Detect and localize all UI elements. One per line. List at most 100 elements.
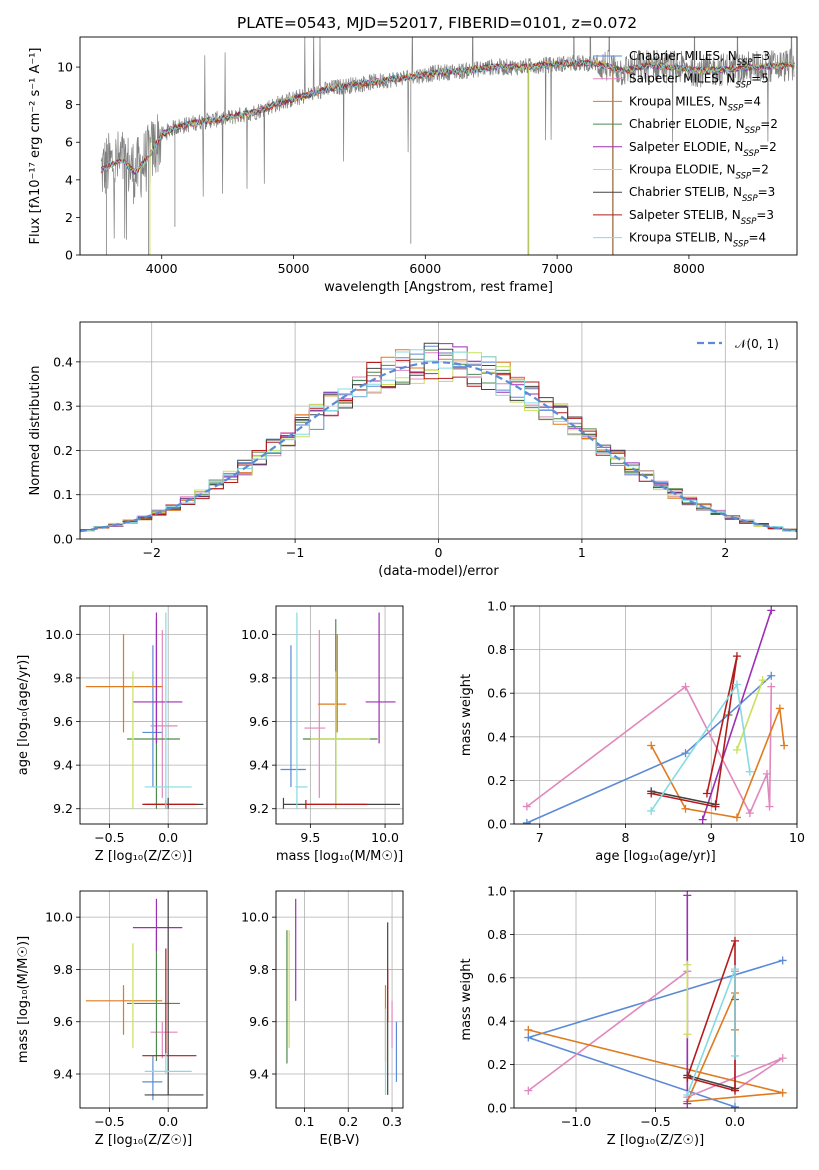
y-tick-label: 0.4 xyxy=(487,729,507,744)
age-vs-z-points xyxy=(85,612,204,809)
x-tick-label: −2 xyxy=(142,545,160,560)
weight-point-kroupa_stelib xyxy=(732,680,741,689)
y-tick-label: 0.1 xyxy=(53,487,73,502)
x-axis-label: Z [log₁₀(Z/Z☉)] xyxy=(95,849,192,864)
weight-point-kroupa_elodie xyxy=(732,745,741,754)
x-axis-label: mass [log₁₀(M/M☉)] xyxy=(276,849,403,864)
weight-point-kroupa_miles xyxy=(775,704,784,713)
x-tick-label: −0.5 xyxy=(640,1114,670,1129)
x-tick-label: 0.0 xyxy=(158,830,178,845)
x-tick-label: 4000 xyxy=(146,261,178,276)
observed-spectrum xyxy=(100,37,795,240)
weight-point-chabrier_miles xyxy=(522,818,531,824)
weight-point-salpeter_stelib xyxy=(683,1073,692,1082)
legend-label: Kroupa ELODIE, NSSP=2 xyxy=(629,163,769,182)
weight-line-kroupa_stelib xyxy=(650,682,751,812)
y-tick-label: 0.4 xyxy=(53,354,73,369)
y-axis-label: Flux [fλ10⁻¹⁷ erg cm⁻² s⁻¹ A⁻¹] xyxy=(28,48,43,245)
model-spectrum-kroupa_stelib xyxy=(100,59,795,174)
x-tick-label: 7 xyxy=(536,830,544,845)
y-tick-label: 9.8 xyxy=(53,670,73,685)
y-tick-label: 6 xyxy=(65,135,73,150)
y-axis-label: mass weight xyxy=(459,674,474,756)
x-tick-label: 10 xyxy=(789,830,805,845)
weight-point-kroupa_miles xyxy=(780,741,789,750)
legend-subscript: SSP xyxy=(737,58,753,68)
weight-point-kroupa_elodie xyxy=(683,1030,692,1039)
y-tick-label: 9.2 xyxy=(249,801,269,816)
weight-point-chabrier_miles xyxy=(524,1033,533,1042)
weight-point-kroupa_stelib xyxy=(647,806,656,815)
mass-vs-ebv-frame xyxy=(275,890,404,1109)
y-tick-label: 0.0 xyxy=(487,817,507,832)
y-tick-label: 10 xyxy=(57,60,73,75)
y-axis-label: Normed distribution xyxy=(28,366,43,496)
legend-label: Salpeter MILES, NSSP=5 xyxy=(629,72,769,91)
y-tick-label: 9.6 xyxy=(53,1014,73,1029)
residuals-axes: −2 −1 0 1 2 0.0 0.1 0.2 0.3 0.4 (data-model)/error… xyxy=(28,322,797,579)
y-tick-label: 9.6 xyxy=(249,1014,269,1029)
x-tick-label: 0.1 xyxy=(295,1114,315,1129)
weight-line-kroupa_stelib xyxy=(686,968,736,1096)
x-tick-label: 0.0 xyxy=(158,1114,178,1129)
residuals-frame xyxy=(79,321,798,540)
weight-point-chabrier_miles xyxy=(767,671,776,680)
x-tick-label: −1.0 xyxy=(561,1114,591,1129)
y-tick-label: 1.0 xyxy=(487,599,507,614)
weight-point-salpeter_elodie xyxy=(683,891,692,900)
histogram-kroupa_elodie xyxy=(80,351,797,532)
legend-label: Kroupa MILES, NSSP=4 xyxy=(629,94,761,113)
weight-point-salpeter_miles xyxy=(767,682,776,691)
weight-point-kroupa_elodie xyxy=(683,960,692,969)
weight-point-kroupa_stelib xyxy=(730,1051,739,1060)
y-tick-label: 10.0 xyxy=(241,627,269,642)
x-tick-label: −0.5 xyxy=(94,830,124,845)
y-tick-label: 1.0 xyxy=(487,884,507,899)
y-tick-label: 0.2 xyxy=(487,773,507,788)
mass-vs-z-axes: −0.5 0.0 9.4 9.6 9.8 10.0 Z [log₁₀(Z/Z☉)] mass … xyxy=(16,891,207,1148)
x-axis-label: (data-model)/error xyxy=(378,564,499,579)
y-tick-label: 0.2 xyxy=(53,443,73,458)
weight-point-chabrier_miles xyxy=(730,1102,739,1108)
weight-line-salpeter_stelib xyxy=(686,940,736,1092)
weight-point-salpeter_stelib xyxy=(647,789,656,798)
weight-point-salpeter_stelib xyxy=(711,802,720,811)
legend-label: Salpeter STELIB, NSSP=3 xyxy=(629,208,774,227)
x-axis-label: Z [log₁₀(Z/Z☉)] xyxy=(95,1133,192,1148)
weight-point-salpeter_miles xyxy=(745,809,754,818)
x-tick-label: 9 xyxy=(707,830,715,845)
weight-point-salpeter_miles xyxy=(765,802,774,811)
figure-title: PLATE=0543, MJD=52017, FIBERID=0101, z=0… xyxy=(237,14,637,32)
weight-line-salpeter_miles xyxy=(526,685,773,815)
x-tick-label: 1 xyxy=(578,545,586,560)
y-tick-label: 9.6 xyxy=(53,714,73,729)
x-tick-label: 10.0 xyxy=(371,830,399,845)
weight-point-salpeter_miles xyxy=(522,802,531,811)
x-axis-label: wavelength [Angstrom, rest frame] xyxy=(324,280,553,295)
y-tick-label: 0.6 xyxy=(487,970,507,985)
y-tick-label: 0.3 xyxy=(53,399,73,414)
y-axis-label: mass weight xyxy=(459,958,474,1040)
y-tick-label: 0.0 xyxy=(487,1101,507,1116)
spectrum-axes: 4000 5000 6000 7000 8000 0 2 4 6 8 10 wavelength [A… xyxy=(28,48,705,296)
x-tick-label: 7000 xyxy=(541,261,573,276)
weight-line-chabrier_stelib xyxy=(687,1074,736,1090)
histogram-kroupa_stelib xyxy=(80,349,797,531)
legend-label: Chabrier ELODIE, NSSP=2 xyxy=(629,117,778,136)
weight-vs-z-frame xyxy=(513,890,798,1109)
y-tick-label: 9.4 xyxy=(53,758,73,773)
legend-subscript: SSP xyxy=(733,240,749,250)
y-tick-label: 9.2 xyxy=(53,801,73,816)
weight-point-salpeter_stelib xyxy=(730,1086,739,1095)
weight-point-kroupa_miles xyxy=(681,804,690,813)
spectrum-lines xyxy=(100,37,795,255)
mass-vs-ebv-axes: 0.1 0.2 0.3 9.4 9.6 9.8 10.0 E(B-V) xyxy=(241,891,403,1148)
weight-point-kroupa_miles xyxy=(732,813,741,822)
weight-point-kroupa_stelib xyxy=(745,767,754,776)
y-tick-label: 0.0 xyxy=(53,532,73,547)
legend-subscript: SSP xyxy=(742,194,758,204)
y-tick-label: 10.0 xyxy=(241,910,269,925)
legend-label: Salpeter ELODIE, NSSP=2 xyxy=(629,140,777,159)
weight-point-kroupa_stelib xyxy=(683,1090,692,1099)
